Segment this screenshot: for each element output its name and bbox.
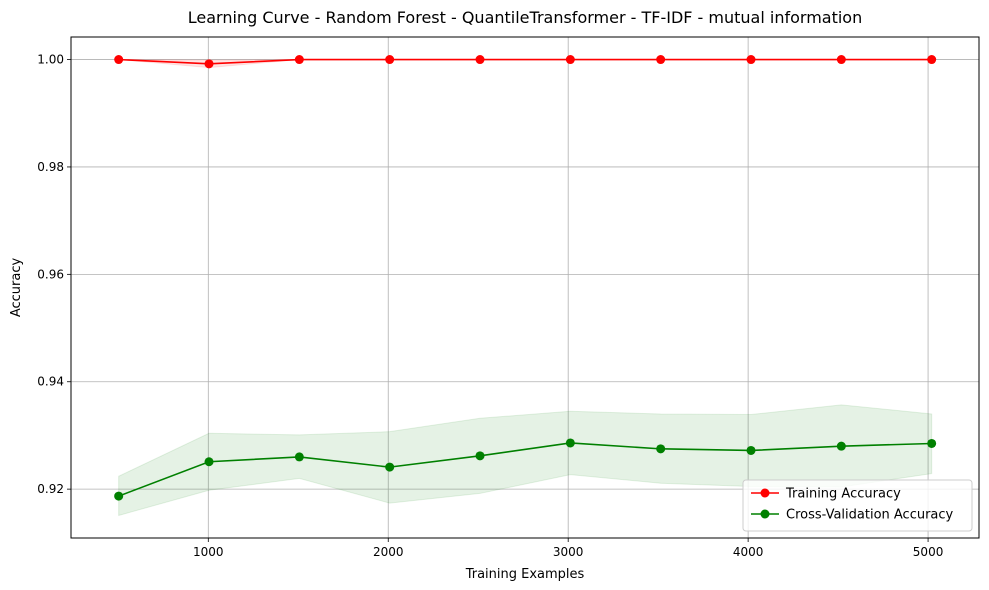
cross-validation-accuracy-point [385, 462, 395, 472]
legend-box [742, 479, 973, 532]
cross-validation-accuracy-point [475, 451, 485, 461]
y-axis-label: Accuracy [9, 258, 24, 318]
cross-validation-accuracy-band [118, 404, 933, 517]
y-tick-label: 0.92 [37, 482, 64, 496]
point-layer [114, 55, 937, 501]
training-accuracy-point [746, 55, 756, 65]
cross-validation-accuracy-point [114, 491, 124, 501]
training-accuracy-band [118, 59, 932, 69]
training-accuracy-point [294, 55, 304, 65]
training-accuracy-point [475, 55, 485, 65]
legend-swatch-marker [760, 509, 770, 519]
y-tick-label: 0.94 [37, 375, 64, 389]
x-tick-label: 1000 [193, 545, 224, 559]
legend-entry: Cross-Validation Accuracy [751, 508, 954, 523]
training-accuracy-point [204, 59, 214, 69]
training-accuracy-point [656, 55, 666, 65]
x-tick-label: 4000 [733, 545, 764, 559]
training-accuracy-point [565, 55, 575, 65]
cross-validation-accuracy-point [565, 438, 575, 448]
cross-validation-accuracy-point [656, 444, 666, 454]
legend-entry: Training Accuracy [751, 487, 901, 502]
x-axis-label: Training Examples [465, 567, 585, 582]
legend-label: Cross-Validation Accuracy [786, 508, 954, 523]
cross-validation-accuracy-point [746, 445, 756, 455]
cross-validation-accuracy-point [836, 441, 846, 451]
x-tick-label: 5000 [913, 545, 944, 559]
y-tick-label: 0.98 [37, 160, 64, 174]
chart-title: Learning Curve - Random Forest - Quantil… [188, 8, 862, 27]
legend-label: Training Accuracy [785, 487, 901, 502]
cross-validation-accuracy-point [204, 457, 214, 467]
line-layer [118, 58, 932, 497]
legend: Training Accuracy Cross-Validation Accura… [742, 479, 973, 532]
training-accuracy-point [836, 55, 846, 65]
tick-layer: 1000 2000 3000 4000 5000 0.92 0.94 0.96 0.98 1.00 [37, 53, 943, 559]
legend-swatch-marker [760, 488, 770, 498]
training-accuracy-point [385, 55, 395, 65]
x-tick-label: 3000 [553, 545, 584, 559]
training-accuracy-point [927, 55, 937, 65]
cross-validation-accuracy-point [927, 438, 937, 448]
x-tick-label: 2000 [373, 545, 404, 559]
y-tick-label: 0.96 [37, 267, 64, 281]
plot-frame [70, 36, 980, 539]
training-accuracy-point [114, 55, 124, 65]
cross-validation-accuracy-point [294, 452, 304, 462]
cross-validation-accuracy-line [118, 442, 932, 497]
training-accuracy-line [118, 58, 932, 65]
y-tick-label: 1.00 [37, 53, 64, 67]
